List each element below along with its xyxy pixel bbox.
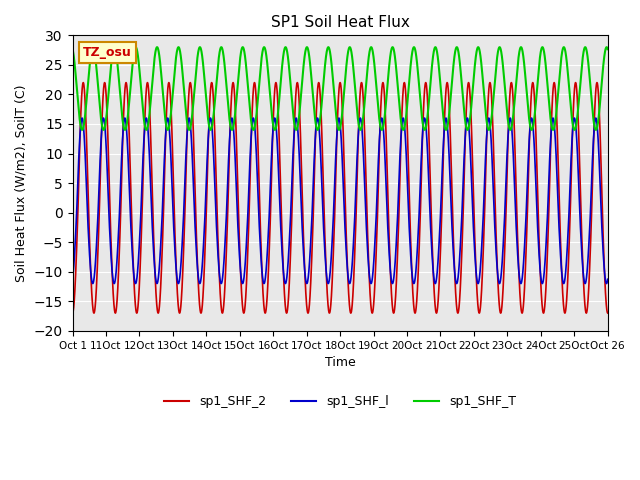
sp1_SHF_T [575,92,583,97]
sp1_SHF_2 [604,310,612,316]
sp1_SHF_T [330,92,338,97]
Y-axis label: Soil Heat Flux (W/m2), SoilT (C): Soil Heat Flux (W/m2), SoilT (C) [15,84,28,282]
sp1_SHF_T [604,46,612,52]
sp1_SHF_T [68,46,76,52]
sp1_SHF_T [91,50,99,56]
Text: TZ_osu: TZ_osu [83,46,132,59]
sp1_SHF_l [575,201,583,207]
sp1_SHF_l [453,281,461,287]
sp1_SHF_l [100,120,108,126]
sp1_SHF_2 [71,286,79,292]
X-axis label: Time: Time [324,356,355,369]
Line: sp1_SHF_2: sp1_SHF_2 [72,83,608,313]
sp1_SHF_2 [173,292,181,298]
sp1_SHF_l [71,245,79,251]
sp1_SHF_T [173,46,181,52]
sp1_SHF_2 [575,153,583,158]
sp1_SHF_2 [330,226,338,232]
sp1_SHF_l [68,276,76,282]
sp1_SHF_l [173,278,181,284]
Line: sp1_SHF_T: sp1_SHF_T [72,47,608,130]
sp1_SHF_l [330,194,338,200]
Legend: sp1_SHF_2, sp1_SHF_l, sp1_SHF_T: sp1_SHF_2, sp1_SHF_l, sp1_SHF_T [159,390,521,413]
Line: sp1_SHF_l: sp1_SHF_l [72,118,608,284]
sp1_SHF_T [71,64,79,70]
sp1_SHF_2 [91,307,99,313]
Title: SP1 Soil Heat Flux: SP1 Soil Heat Flux [271,15,410,30]
sp1_SHF_l [463,115,471,121]
sp1_SHF_T [78,127,86,133]
sp1_SHF_2 [100,80,108,85]
sp1_SHF_2 [79,80,87,85]
sp1_SHF_2 [68,310,76,316]
sp1_SHF_l [91,269,99,275]
sp1_SHF_l [604,276,612,282]
sp1_SHF_T [603,44,611,50]
sp1_SHF_T [100,125,108,131]
